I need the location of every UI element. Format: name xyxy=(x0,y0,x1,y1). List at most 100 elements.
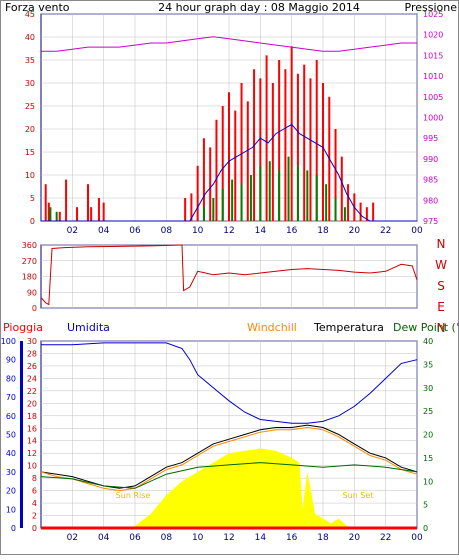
y-tick-label: 16 xyxy=(27,424,37,433)
y-tick-label: 25 xyxy=(25,102,35,111)
humidity-label: Umidita xyxy=(67,321,110,334)
y-tick-label: 0 xyxy=(30,217,35,226)
dew-point-label: Dew Point (°C xyxy=(393,321,459,334)
y-tick-label: 5 xyxy=(30,194,35,203)
compass-label: S xyxy=(437,279,445,293)
temperature-series xyxy=(40,342,418,530)
y-tick-label: 2 xyxy=(32,512,37,521)
y-tick-label: 30 xyxy=(423,384,433,393)
y-tick-label: 1000 xyxy=(423,114,443,123)
y-tick-label: 22 xyxy=(27,387,37,396)
y-tick-label: 14 xyxy=(27,437,37,446)
y-tick-label: 270 xyxy=(22,257,37,266)
pressure-y-axis: 975 980 985 990 995 1000 1005 1010 1015 1020 1025 xyxy=(423,10,443,226)
y-tick-label: 4 xyxy=(32,499,37,508)
y-tick-label: 30 xyxy=(27,337,37,346)
x-tick-label: 16 xyxy=(286,226,298,236)
y-tick-label: 20 xyxy=(6,487,16,496)
y-tick-label: 90 xyxy=(6,356,16,365)
x-tick-label: 12 xyxy=(223,533,234,543)
x-tick-label: 06 xyxy=(129,533,141,543)
y-tick-label: 995 xyxy=(423,134,438,143)
y-tick-label: 30 xyxy=(25,79,35,88)
y-tick-label: 10 xyxy=(423,477,433,486)
y-tick-label: 40 xyxy=(25,33,35,42)
x-tick-label: 00 xyxy=(411,533,423,543)
direction-line xyxy=(40,244,418,306)
x-tick-label: 08 xyxy=(161,533,173,543)
y-tick-label: 90 xyxy=(27,288,37,297)
x-tick-label: 00 xyxy=(411,226,423,236)
y-tick-label: 6 xyxy=(32,487,37,496)
y-tick-label: 35 xyxy=(25,56,35,65)
y-tick-label: 12 xyxy=(27,449,37,458)
y-tick-label: 40 xyxy=(423,337,433,346)
direction-grid xyxy=(41,244,418,309)
x-tick-label: 20 xyxy=(349,533,361,543)
y-tick-label: 18 xyxy=(27,412,37,421)
wind-x-axis: 02 04 06 08 10 12 14 16 18 20 22 00 xyxy=(67,226,423,236)
compass-label: N xyxy=(437,321,446,335)
y-tick-label: 60 xyxy=(6,412,16,421)
y-tick-label: 975 xyxy=(423,217,438,226)
y-tick-label: 20 xyxy=(25,125,35,134)
x-tick-label: 04 xyxy=(98,533,110,543)
wind-label: Forza vento xyxy=(5,1,70,14)
dew_point-line xyxy=(40,462,418,489)
y-tick-label: 26 xyxy=(27,362,37,371)
temperature-y-axis: 0 5 10 15 20 25 30 35 40 xyxy=(423,337,433,533)
y-tick-label: 10 xyxy=(27,462,37,471)
windchill-line xyxy=(40,426,418,492)
y-tick-label: 50 xyxy=(6,431,16,440)
x-tick-label: 22 xyxy=(380,226,391,236)
pressure-line xyxy=(41,36,417,52)
y-tick-label: 980 xyxy=(423,196,438,205)
humidity-y-axis: 0 10 20 30 40 50 60 70 80 90 100 xyxy=(1,337,23,533)
y-tick-label: 1005 xyxy=(423,93,443,102)
y-tick-label: 80 xyxy=(6,374,16,383)
y-tick-label: 990 xyxy=(423,155,438,164)
y-tick-label: 10 xyxy=(25,171,35,180)
x-tick-label: 16 xyxy=(286,533,298,543)
x-tick-label: 06 xyxy=(129,226,141,236)
y-tick-label: 25 xyxy=(423,407,433,416)
y-tick-label: 985 xyxy=(423,176,438,185)
y-tick-label: 10 xyxy=(6,505,16,514)
y-tick-label: 15 xyxy=(25,148,35,157)
y-tick-label: 180 xyxy=(22,273,37,282)
x-tick-label: 22 xyxy=(380,533,391,543)
y-tick-label: 30 xyxy=(6,468,16,477)
compass-label: W xyxy=(435,258,447,272)
x-tick-label: 18 xyxy=(317,226,329,236)
y-tick-label: 1010 xyxy=(423,72,443,81)
y-tick-label: 8 xyxy=(32,474,37,483)
y-tick-label: 1015 xyxy=(423,51,443,60)
wind_avg-line xyxy=(41,123,417,222)
direction-series xyxy=(40,244,418,306)
y-tick-label: 40 xyxy=(6,449,16,458)
pressure-label: Pressione xyxy=(405,1,458,14)
y-tick-label: 0 xyxy=(32,524,37,533)
x-tick-label: 08 xyxy=(161,226,173,236)
x-tick-label: 10 xyxy=(192,226,204,236)
y-tick-label: 35 xyxy=(423,360,433,369)
x-tick-label: 14 xyxy=(255,226,267,236)
solar-area xyxy=(41,448,417,528)
x-tick-label: 20 xyxy=(349,226,361,236)
y-tick-label: 0 xyxy=(32,304,37,313)
sun-set-label: Sun Set xyxy=(343,491,374,500)
compass-label: E xyxy=(437,300,445,314)
wind-pressure-series xyxy=(41,36,417,222)
y-tick-label: 20 xyxy=(27,399,37,408)
temperature-x-axis: 02 04 06 08 10 12 14 16 18 20 22 00 xyxy=(67,533,423,543)
humidity-axis-bar xyxy=(20,341,23,528)
x-tick-label: 10 xyxy=(192,533,204,543)
y-tick-label: 45 xyxy=(25,10,35,19)
windchill-label: Windchill xyxy=(247,321,297,334)
y-tick-label: 5 xyxy=(423,501,428,510)
y-tick-label: 1025 xyxy=(423,10,443,19)
x-tick-label: 04 xyxy=(98,226,110,236)
